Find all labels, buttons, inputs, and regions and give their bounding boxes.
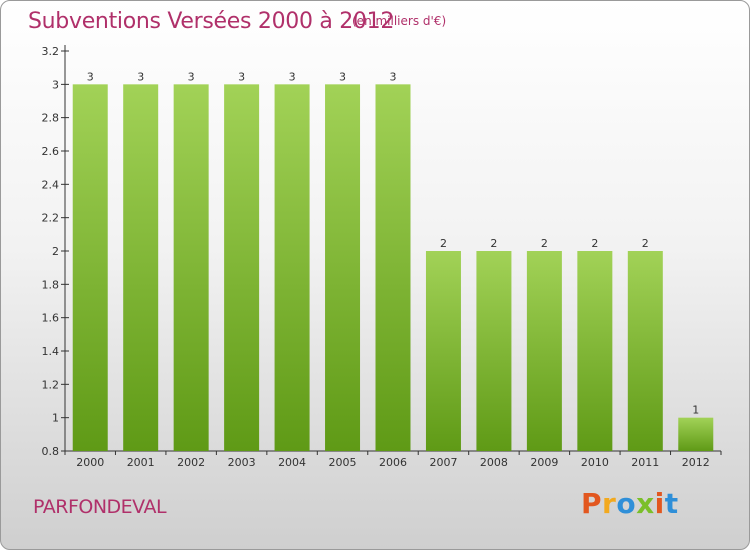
x-tick-label: 2001	[127, 456, 155, 469]
y-tick-label: 0.8	[42, 445, 60, 458]
y-tick-label: 1	[52, 412, 59, 425]
commune-name: PARFONDEVAL	[33, 496, 167, 518]
data-label: 3	[390, 70, 397, 83]
x-tick-label: 2011	[631, 456, 659, 469]
logo-letter: i	[654, 487, 665, 520]
x-tick-label: 2010	[581, 456, 609, 469]
bar	[577, 251, 613, 451]
x-axis: 2000 2001 2002 2003 2004 2005 2006 2007 2008 2009…	[64, 450, 722, 469]
x-tick-label: 2002	[177, 456, 205, 469]
x-tick-label: 2007	[429, 456, 457, 469]
y-tick-label: 2.4	[42, 178, 60, 191]
data-label: 1	[692, 404, 699, 417]
data-label: 2	[642, 237, 649, 250]
data-label: 3	[87, 70, 94, 83]
x-tick-label: 2003	[228, 456, 256, 469]
bar	[123, 84, 159, 451]
bar	[425, 251, 461, 451]
bar	[224, 84, 260, 451]
y-axis: 0.8 1 1.2 1.4 1.6 1.8 2 2.2 2.4 2.6 2.8 3 3.2	[42, 45, 69, 458]
x-tick-label: 2012	[682, 456, 710, 469]
logo-letter: P	[581, 487, 603, 520]
data-label: 3	[238, 70, 245, 83]
chart-title: Subventions Versées 2000 à 2012	[28, 9, 395, 34]
bar	[375, 84, 411, 451]
proxiti-logo: Proxit	[581, 487, 679, 520]
y-tick-label: 2	[52, 245, 59, 258]
bar	[173, 84, 209, 451]
bar	[476, 251, 512, 451]
data-label: 3	[289, 70, 296, 83]
bar	[325, 84, 361, 451]
bar	[526, 251, 562, 451]
data-labels: 3 3 3 3 3 3 3 2 2 2 2 2 1	[87, 70, 700, 416]
data-label: 2	[541, 237, 548, 250]
data-label: 3	[339, 70, 346, 83]
data-label: 3	[188, 70, 195, 83]
y-tick-label: 2.8	[42, 112, 60, 125]
bar	[627, 251, 663, 451]
chart-subtitle: (en milliers d'€)	[352, 14, 447, 28]
logo-letter: x	[636, 487, 655, 520]
y-tick-label: 1.8	[42, 278, 60, 291]
data-label: 2	[591, 237, 598, 250]
y-tick-label: 2.2	[42, 212, 60, 225]
logo-letter: o	[616, 487, 637, 520]
bar	[72, 84, 108, 451]
y-tick-label: 1.2	[42, 378, 60, 391]
x-tick-label: 2009	[530, 456, 558, 469]
y-tick-label: 3.2	[42, 45, 60, 58]
data-label: 3	[137, 70, 144, 83]
y-tick-label: 2.6	[42, 145, 60, 158]
x-tick-label: 2005	[329, 456, 357, 469]
data-label: 2	[440, 237, 447, 250]
bars	[72, 84, 714, 451]
x-tick-label: 2004	[278, 456, 306, 469]
x-tick-label: 2006	[379, 456, 407, 469]
x-tick-label: 2000	[76, 456, 104, 469]
y-tick-label: 1.4	[42, 345, 60, 358]
y-tick-label: 1.6	[42, 312, 60, 325]
data-label: 2	[490, 237, 497, 250]
logo-letter: r	[602, 487, 617, 520]
bar	[678, 417, 714, 451]
y-tick-label: 3	[52, 78, 59, 91]
bar	[274, 84, 310, 451]
logo-letter: t	[664, 487, 679, 520]
x-tick-label: 2008	[480, 456, 508, 469]
